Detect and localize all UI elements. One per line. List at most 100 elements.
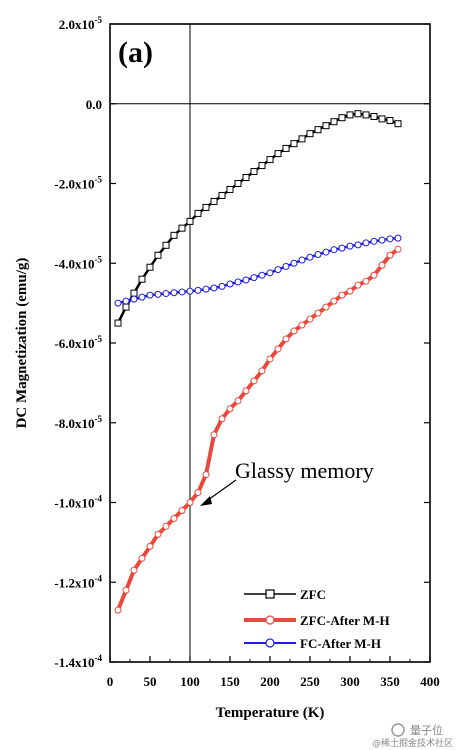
data-point xyxy=(138,275,146,283)
data-point xyxy=(146,542,154,550)
x-tick-label: 150 xyxy=(220,674,240,689)
data-point xyxy=(298,321,306,329)
data-point xyxy=(130,566,138,574)
data-point xyxy=(170,231,178,239)
y-tick-label: 2.0x10-5 xyxy=(59,15,103,32)
data-point xyxy=(210,284,218,292)
data-point xyxy=(266,156,274,164)
data-point xyxy=(314,250,322,258)
y-tick-label: -4.0x10-5 xyxy=(54,254,102,271)
data-point xyxy=(122,586,130,594)
data-point xyxy=(394,245,402,253)
x-tick-label: 350 xyxy=(380,674,400,689)
x-tick-label: 400 xyxy=(420,674,440,689)
watermark: 量子位 @稀土掘金技术社区 xyxy=(372,723,453,749)
data-point xyxy=(170,514,178,522)
watermark-bottom-text: @稀土掘金技术社区 xyxy=(372,737,453,749)
data-point xyxy=(218,415,226,423)
annotation: Glassy memory xyxy=(200,458,374,506)
data-point xyxy=(242,174,250,182)
data-point xyxy=(250,168,258,176)
data-point xyxy=(298,256,306,264)
watermark-logo-icon xyxy=(391,723,405,737)
data-point xyxy=(162,290,170,298)
x-tick-label: 100 xyxy=(180,674,200,689)
data-point xyxy=(362,277,370,285)
x-tick-label: 200 xyxy=(260,674,280,689)
data-point xyxy=(138,293,146,301)
data-point xyxy=(290,259,298,267)
data-point xyxy=(234,278,242,286)
x-tick-label: 300 xyxy=(340,674,360,689)
data-point xyxy=(154,290,162,298)
annotation-text: Glassy memory xyxy=(235,458,374,483)
data-point xyxy=(346,242,354,250)
data-point xyxy=(194,286,202,294)
y-tick-label: -1.0x10-4 xyxy=(54,494,102,511)
data-point xyxy=(154,530,162,538)
data-point xyxy=(274,150,282,158)
series-layer xyxy=(114,110,402,614)
data-point xyxy=(266,355,274,363)
data-point xyxy=(178,224,186,232)
data-point xyxy=(202,285,210,293)
data-point xyxy=(146,291,154,299)
data-point xyxy=(386,235,394,243)
data-point xyxy=(178,288,186,296)
data-point xyxy=(322,303,330,311)
data-point xyxy=(130,289,138,297)
data-point xyxy=(250,377,258,385)
legend-marker-fc-after-mh xyxy=(265,638,275,648)
data-point xyxy=(130,295,138,303)
reference-lines xyxy=(110,24,430,662)
x-tick-label: 250 xyxy=(300,674,320,689)
data-point xyxy=(210,197,218,205)
data-point xyxy=(202,471,210,479)
y-axis-title: DC Magnetization (emu/g) xyxy=(14,258,30,429)
data-point xyxy=(290,327,298,335)
legend-marker-zfc-after-mh xyxy=(265,615,275,625)
data-point xyxy=(314,309,322,317)
data-point xyxy=(146,263,154,271)
data-point xyxy=(354,110,362,118)
data-point xyxy=(210,431,218,439)
data-point xyxy=(226,185,234,193)
data-point xyxy=(186,217,194,225)
data-point xyxy=(386,116,394,124)
data-point xyxy=(178,506,186,514)
data-point xyxy=(186,499,194,506)
data-point xyxy=(306,315,314,323)
data-point xyxy=(330,246,338,254)
x-tick-label: 50 xyxy=(144,674,157,689)
data-point xyxy=(250,274,258,282)
data-point xyxy=(114,319,122,327)
data-point xyxy=(298,135,306,143)
data-point xyxy=(306,130,314,138)
x-tick-label: 0 xyxy=(107,674,114,689)
data-point xyxy=(242,276,250,284)
data-point xyxy=(218,282,226,290)
data-point xyxy=(218,191,226,199)
data-point xyxy=(354,281,362,289)
data-point xyxy=(338,244,346,252)
plot-background xyxy=(110,24,430,662)
legend-label-fc-after-mh: FC-After M-H xyxy=(300,636,381,651)
panel-label: (a) xyxy=(118,36,153,69)
y-tick-label: -8.0x10-5 xyxy=(54,414,102,431)
data-point xyxy=(234,397,242,405)
data-point xyxy=(322,122,330,130)
data-point xyxy=(378,236,386,244)
x-axis-title: Temperature (K) xyxy=(216,705,325,721)
legend: ZFC ZFC-After M-H FC-After M-H xyxy=(244,587,390,651)
y-axis: 2.0x10-5 0.0 -2.0x10-5 -4.0x10-5 -6.0x10-5 -8… xyxy=(54,15,430,670)
legend-marker-zfc xyxy=(265,589,275,599)
data-point xyxy=(282,144,290,152)
data-point xyxy=(330,297,338,305)
data-point xyxy=(122,297,130,305)
data-point xyxy=(394,120,402,128)
data-point xyxy=(386,251,394,259)
data-point xyxy=(346,287,354,295)
data-point xyxy=(154,251,162,259)
data-point xyxy=(234,180,242,187)
